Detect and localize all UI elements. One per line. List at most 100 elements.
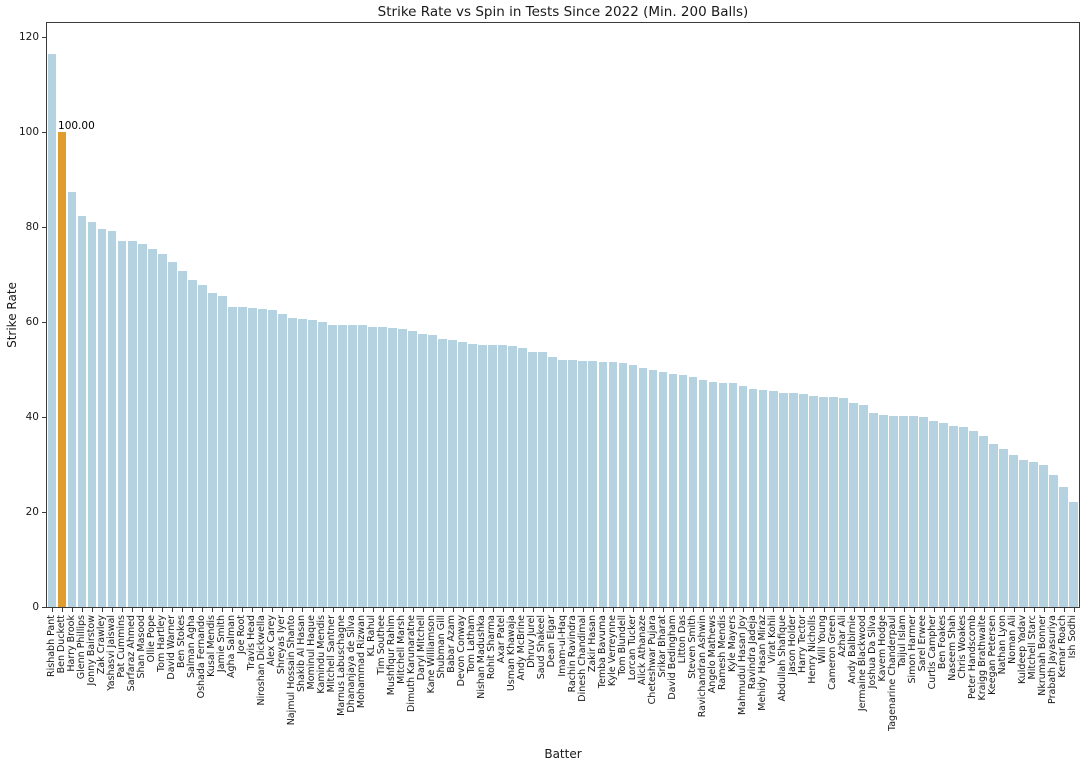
y-tick-mark	[42, 37, 46, 39]
bar	[177, 271, 187, 607]
x-tick-mark	[132, 608, 134, 612]
bar	[838, 397, 848, 607]
bar	[768, 390, 778, 607]
x-tick-mark	[272, 608, 274, 612]
x-tick-mark	[1073, 608, 1075, 612]
x-tick-mark	[633, 608, 635, 612]
x-tick-mark	[723, 608, 725, 612]
bar	[1029, 461, 1038, 607]
x-tick-mark	[913, 608, 915, 612]
x-tick-mark	[372, 608, 374, 612]
x-tick-mark	[162, 608, 164, 612]
bar	[608, 362, 618, 607]
y-tick-mark	[42, 227, 46, 229]
x-tick-mark	[1013, 608, 1015, 612]
bar	[1009, 454, 1018, 607]
bar-highlighted	[57, 132, 67, 607]
bar	[668, 374, 678, 607]
bar	[358, 325, 367, 607]
x-tick-mark	[613, 608, 615, 612]
bar	[999, 448, 1008, 607]
bar	[738, 386, 748, 607]
x-tick-mark	[743, 608, 745, 612]
x-tick-mark	[683, 608, 685, 612]
x-tick-mark	[653, 608, 655, 612]
bar	[538, 352, 548, 607]
bar	[197, 284, 207, 607]
x-tick-mark	[783, 608, 785, 612]
x-tick-mark	[883, 608, 885, 612]
x-tick-mark	[392, 608, 394, 612]
x-tick-mark	[402, 608, 404, 612]
x-tick-mark	[422, 608, 424, 612]
x-tick-mark	[472, 608, 474, 612]
bar	[77, 216, 87, 607]
x-tick-mark	[1023, 608, 1025, 612]
bar	[908, 416, 918, 607]
x-tick-label: Ish Sodhi	[1067, 615, 1079, 659]
chart-title: Strike Rate vs Spin in Tests Since 2022 …	[377, 4, 749, 20]
x-tick-mark	[983, 608, 985, 612]
bar	[648, 370, 658, 607]
bar	[368, 326, 377, 607]
bar	[468, 343, 478, 607]
bar	[67, 191, 77, 607]
x-tick-mark	[773, 608, 775, 612]
x-tick-mark	[102, 608, 104, 612]
bar	[278, 314, 287, 607]
x-tick-mark	[282, 608, 284, 612]
bar	[378, 327, 387, 607]
x-tick-mark	[222, 608, 224, 612]
bar	[959, 426, 968, 607]
bar	[157, 254, 167, 607]
x-tick-mark	[92, 608, 94, 612]
y-tick-mark	[42, 132, 46, 134]
x-tick-mark	[703, 608, 705, 612]
x-tick-mark	[903, 608, 905, 612]
bar	[328, 324, 337, 607]
x-tick-mark	[973, 608, 975, 612]
x-tick-mark	[833, 608, 835, 612]
x-tick-mark	[623, 608, 625, 612]
bar	[438, 339, 447, 607]
x-tick-mark	[302, 608, 304, 612]
bar	[929, 420, 938, 607]
x-tick-mark	[142, 608, 144, 612]
bar	[47, 54, 57, 607]
x-tick-mark	[212, 608, 214, 612]
x-tick-mark	[502, 608, 504, 612]
x-tick-mark	[182, 608, 184, 612]
bar	[97, 228, 107, 607]
x-tick-mark	[192, 608, 194, 612]
x-tick-mark	[813, 608, 815, 612]
y-tick-label: 40	[25, 411, 39, 424]
bar	[939, 422, 948, 607]
bar	[718, 382, 728, 607]
bar	[828, 397, 838, 607]
bar	[127, 241, 137, 607]
x-tick-label: Dean Elgar	[546, 615, 558, 668]
x-tick-mark	[963, 608, 965, 612]
bar	[518, 348, 528, 607]
x-tick-mark	[583, 608, 585, 612]
bar	[458, 341, 468, 607]
x-tick-mark	[322, 608, 324, 612]
bar	[247, 308, 257, 607]
y-tick-mark	[42, 607, 46, 608]
x-tick-label: Rishabh Pant	[45, 615, 57, 677]
bar	[227, 306, 237, 607]
x-tick-mark	[62, 608, 64, 612]
x-tick-mark	[1003, 608, 1005, 612]
bar	[688, 376, 698, 607]
bar	[1039, 464, 1048, 607]
x-tick-label: Imam-ul-Haq	[556, 615, 568, 677]
bar	[578, 361, 588, 607]
x-tick-mark	[1063, 608, 1065, 612]
bar	[398, 328, 407, 607]
bar	[117, 240, 127, 607]
bar	[448, 340, 457, 607]
bar	[638, 367, 648, 607]
bar	[418, 334, 427, 607]
y-tick-label: 100	[18, 126, 39, 139]
bar	[338, 324, 347, 607]
